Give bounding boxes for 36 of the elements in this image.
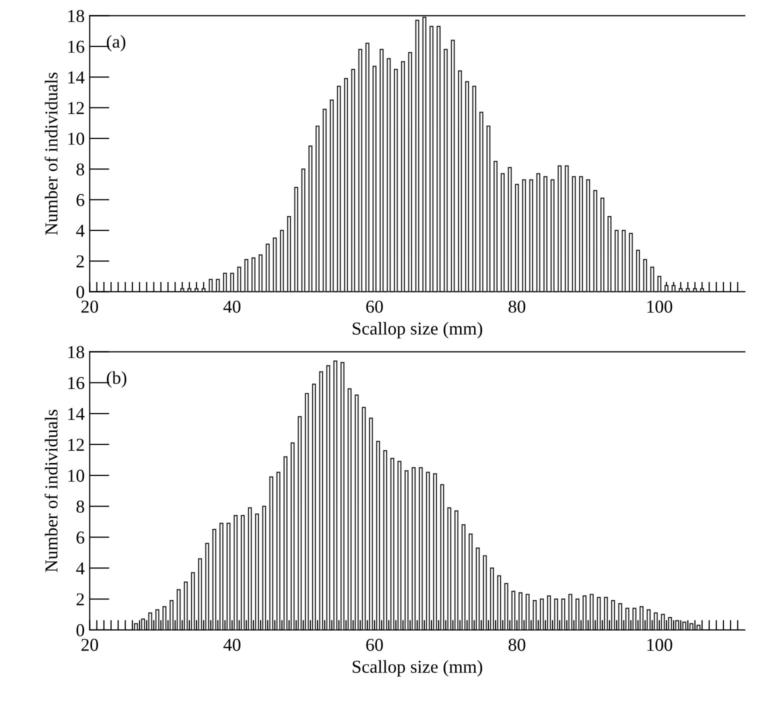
y-tick-label: 0 [76,624,84,636]
annotation: (a) [106,35,126,52]
x-tick-label: 80 [508,638,526,651]
y-tick-label: 12 [68,438,84,451]
x-tick-label: 100 [647,300,672,313]
y-tick-label: 0 [76,286,84,298]
x-tick-label: 20 [81,638,98,651]
x-tick-label: 20 [81,300,98,313]
annotation: (b) [106,371,126,388]
y-tick-label: 12 [68,102,84,114]
y-tick-label: 10 [68,470,84,482]
x-tick-label: 100 [647,638,672,651]
y-tick-label: 18 [68,10,84,22]
y-tick-label: 2 [76,593,84,606]
y-tick-label: 4 [76,224,85,237]
y-tick-label: 16 [68,40,84,53]
y-tick-label: 4 [76,562,85,574]
x-tick-label: 60 [366,300,383,313]
y-tick-label: 16 [68,376,84,390]
y-tick-label: 18 [68,346,84,358]
x-tick-label: 40 [223,300,240,313]
x-tick-label: 40 [223,638,240,651]
x-tick-label: 60 [366,638,383,651]
y-tick-label: 6 [76,532,84,544]
y-axis-title: Number of individuals [44,72,58,235]
y-tick-label: 10 [68,132,84,145]
y-tick-label: 6 [76,194,84,206]
y-tick-label: 14 [68,408,85,420]
x-axis-title: Scallop size (mm) [352,660,482,677]
x-tick-label: 80 [508,300,526,313]
y-tick-label: 2 [76,255,84,268]
y-tick-label: 8 [76,163,84,176]
y-tick-label: 8 [76,500,84,513]
y-axis-title: Number of individuals [44,410,58,572]
x-axis-title: Scallop size (mm) [352,322,482,338]
y-tick-label: 14 [68,71,85,84]
